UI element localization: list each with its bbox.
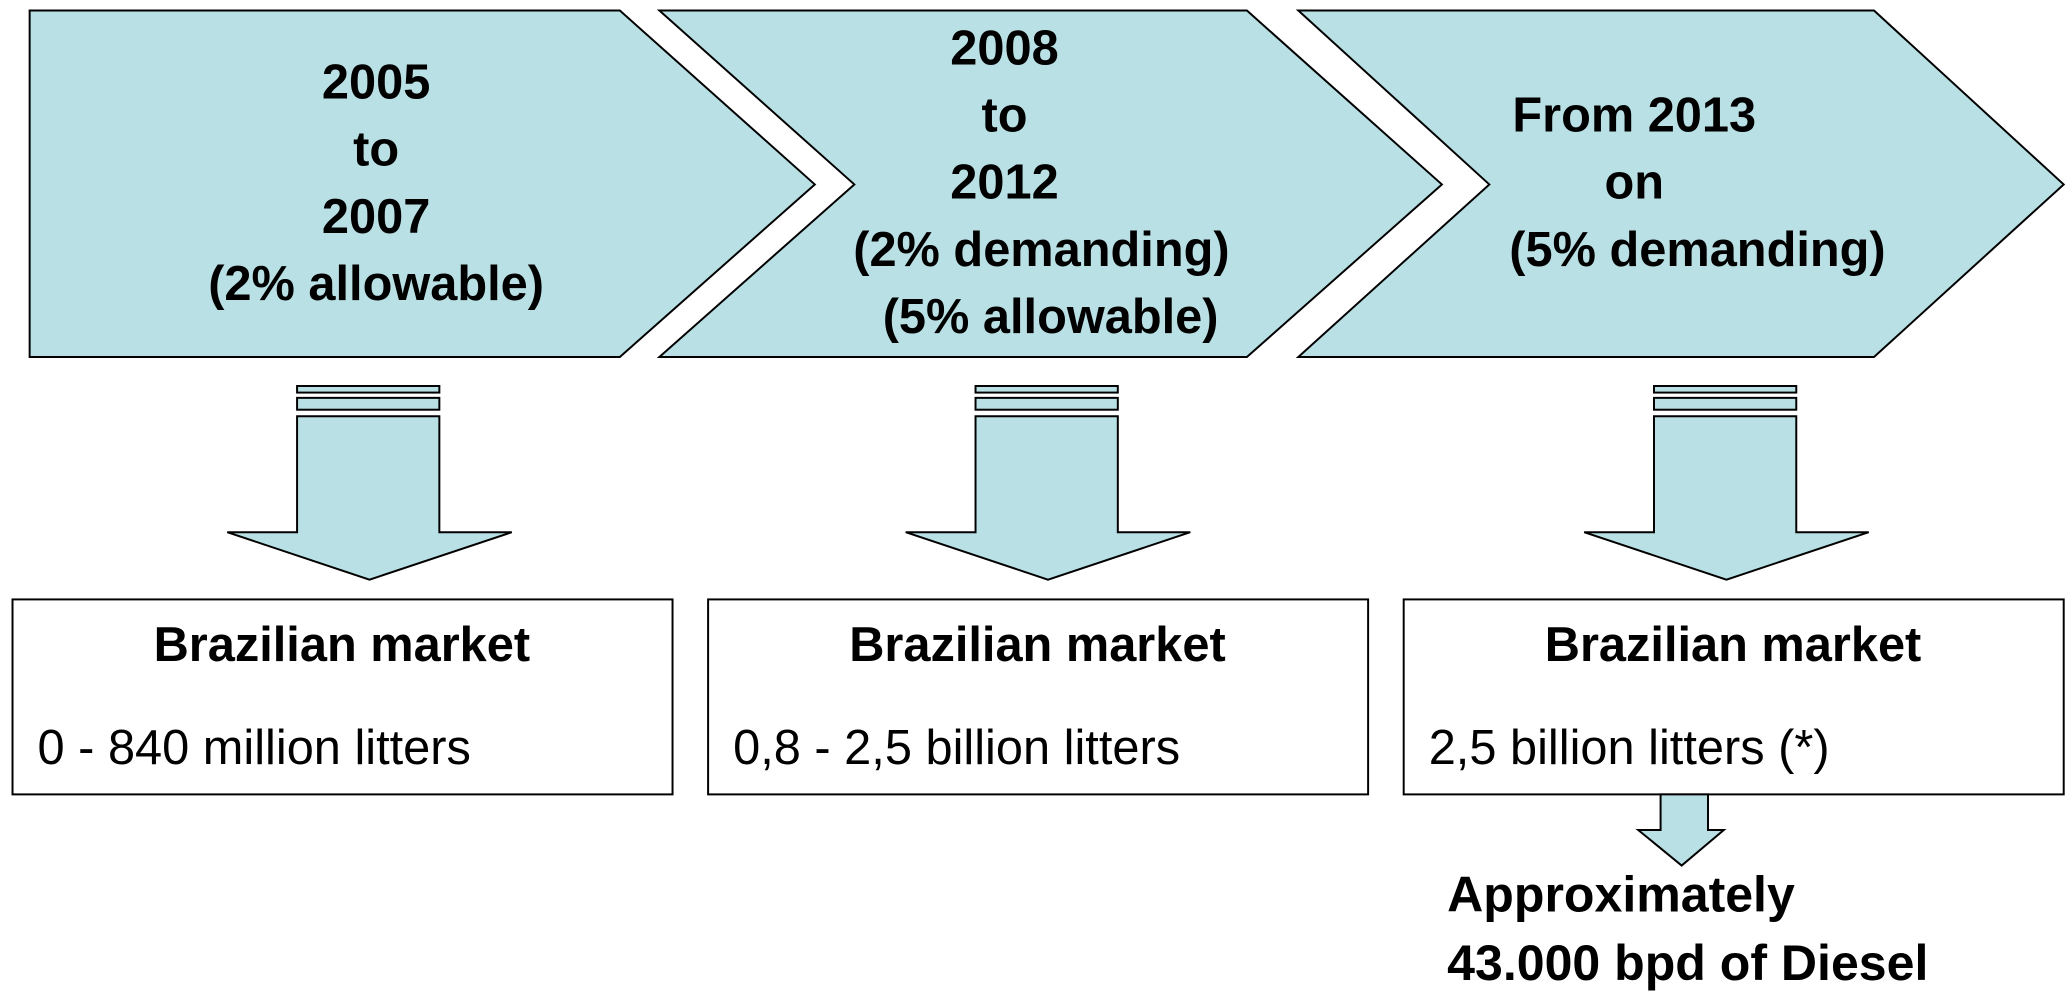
stage-text: to xyxy=(353,123,399,177)
down-arrow xyxy=(905,385,1191,581)
market-title: Brazilian market xyxy=(1545,618,1922,672)
market-title: Brazilian market xyxy=(849,618,1226,672)
market-box xyxy=(1402,598,2065,796)
stage-chevron xyxy=(656,9,1444,359)
stage-text: 2012 xyxy=(950,156,1058,210)
note-text: 43.000 bpd of Diesel xyxy=(1447,935,1928,991)
market-box xyxy=(707,598,1370,796)
note-text: Approximately xyxy=(1447,867,1795,923)
market-title: Brazilian market xyxy=(154,618,531,672)
stage-text: 2008 xyxy=(950,21,1058,75)
small-arrow xyxy=(1635,793,1727,867)
stage-text: (5% demanding) xyxy=(1509,223,1885,277)
stage-text: 2005 xyxy=(322,56,430,110)
market-value: 2,5 billion litters (*) xyxy=(1429,721,1830,775)
stage-text: (5% allowable) xyxy=(883,290,1219,344)
stage-text: on xyxy=(1604,156,1664,210)
market-value: 0 - 840 million litters xyxy=(38,721,471,775)
stage-chevron xyxy=(28,9,817,359)
market-value: 0,8 - 2,5 billion litters xyxy=(733,721,1180,775)
down-arrow xyxy=(1583,385,1870,581)
stage-text: 2007 xyxy=(322,190,430,244)
stage-text: (2% demanding) xyxy=(853,223,1229,277)
down-arrow xyxy=(226,385,513,581)
stage-text: (2% allowable) xyxy=(208,257,544,311)
stage-chevron xyxy=(1295,9,2066,359)
stage-text: From 2013 xyxy=(1512,88,1756,142)
stage-text: to xyxy=(982,88,1028,142)
market-box xyxy=(11,598,674,796)
